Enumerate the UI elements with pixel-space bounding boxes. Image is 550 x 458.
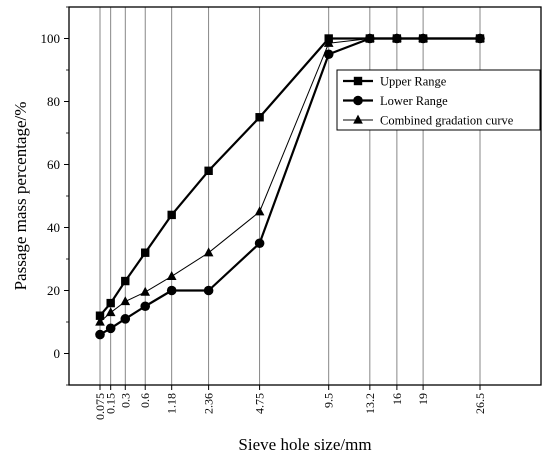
- x-tick-label: 19: [416, 393, 430, 405]
- x-tick-label: 0.075: [93, 393, 107, 420]
- data-point: [254, 238, 265, 249]
- x-tick-label: 9.5: [322, 393, 336, 408]
- data-point: [254, 206, 265, 216]
- x-axis-title: Sieve hole size/mm: [238, 435, 371, 454]
- data-point: [95, 311, 105, 320]
- y-axis: 0 20 40 60 80 100: [41, 6, 69, 386]
- data-point: [105, 307, 116, 317]
- x-tick-label: 0.15: [104, 393, 118, 414]
- plot-frame: [68, 6, 542, 386]
- data-point: [203, 247, 214, 257]
- data-point: [95, 316, 105, 326]
- data-point: [141, 248, 150, 257]
- legend-label: Combined gradation curve: [380, 114, 514, 128]
- data-point: [203, 285, 214, 296]
- grid-lines: [99, 7, 481, 385]
- data-point: [166, 270, 177, 280]
- data-point: [418, 33, 428, 43]
- legend-marker: [353, 95, 363, 106]
- y-tick-label: 40: [47, 220, 60, 235]
- x-tick-label: 2.36: [202, 393, 216, 414]
- series-triangle: [95, 33, 485, 326]
- y-axis-title: Passage mass percentage/%: [11, 102, 30, 291]
- data-point: [105, 323, 116, 334]
- x-tick-label: 1.18: [165, 393, 179, 414]
- data-point: [140, 286, 151, 296]
- x-tick-label: 16: [390, 393, 404, 405]
- data-point: [167, 210, 176, 220]
- legend: Upper Range Lower Range Combined gradation…: [336, 69, 541, 131]
- data-point: [121, 276, 130, 286]
- y-tick-label: 100: [41, 31, 61, 46]
- data-point: [140, 301, 151, 312]
- data-point: [120, 314, 131, 324]
- legend-marker: [353, 76, 363, 86]
- data-point: [365, 33, 375, 43]
- x-tick-label: 26.5: [473, 393, 487, 414]
- data-point: [204, 166, 213, 175]
- data-point: [392, 33, 402, 43]
- y-tick-label: 0: [54, 346, 61, 361]
- data-point: [323, 37, 334, 47]
- data-point: [475, 33, 485, 43]
- data-point: [106, 298, 115, 308]
- legend-marker: [353, 114, 363, 124]
- data-point: [255, 113, 264, 122]
- data-point: [95, 329, 105, 340]
- x-tick-label: 0.3: [118, 393, 132, 408]
- y-tick-label: 60: [47, 157, 60, 172]
- series-lines: [95, 33, 485, 340]
- legend-label: Upper Range: [380, 75, 447, 89]
- x-tick-label: 0.6: [138, 393, 152, 408]
- data-point: [120, 296, 131, 306]
- y-tick-label: 80: [47, 94, 60, 109]
- x-tick-label: 13.2: [363, 393, 377, 414]
- legend-label: Lower Range: [380, 94, 448, 108]
- y-tick-label: 20: [47, 283, 60, 298]
- x-tick-label: 4.75: [253, 393, 267, 414]
- data-point: [166, 285, 177, 296]
- data-point: [323, 49, 334, 60]
